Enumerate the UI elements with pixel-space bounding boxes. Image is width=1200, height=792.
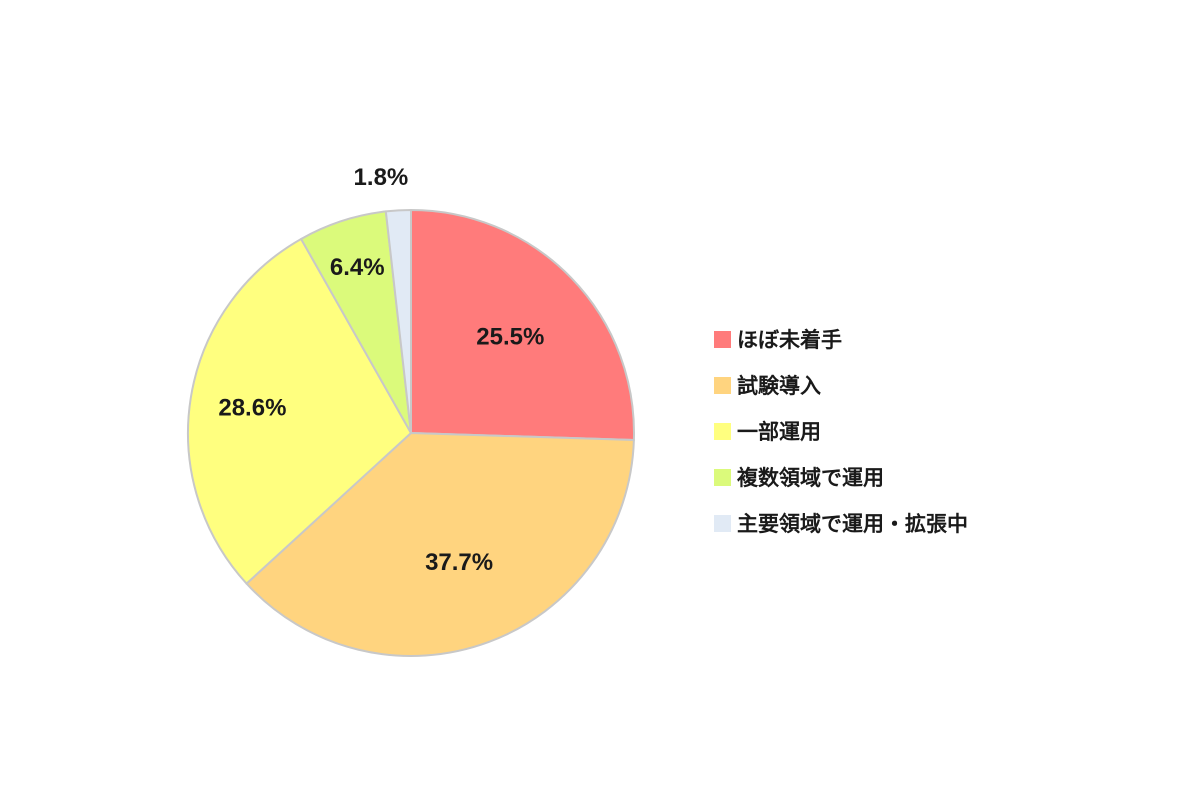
legend-label: 一部運用	[737, 420, 821, 444]
legend-swatch	[714, 468, 731, 486]
legend-label: 複数領域で運用	[737, 466, 884, 490]
legend-label: 試験導入	[737, 374, 821, 398]
legend-label: ほぼ未着手	[737, 328, 842, 352]
pie-value-labels: 25.5% 37.7% 28.6% 6.4% 1.8%	[218, 164, 544, 576]
pie-value-label: 6.4%	[330, 254, 385, 281]
legend-swatch	[714, 422, 731, 440]
chart-legend: ほぼ未着手 試験導入 一部運用 複数領域で運用 主要領域で運用・拡張中	[714, 316, 968, 546]
pie-value-label: 28.6%	[218, 394, 286, 421]
pie-slices	[187, 208, 635, 658]
pie-value-label: 25.5%	[476, 323, 544, 350]
legend-label: 主要領域で運用・拡張中	[737, 512, 968, 536]
legend-swatch	[714, 376, 731, 394]
legend-swatch	[714, 514, 731, 532]
legend-item: 試験導入	[714, 362, 968, 408]
pie-slice	[245, 432, 635, 658]
legend-item: 主要領域で運用・拡張中	[714, 500, 968, 546]
legend-item: 一部運用	[714, 408, 968, 454]
legend-item: ほぼ未着手	[714, 316, 968, 362]
legend-item: 複数領域で運用	[714, 454, 968, 500]
pie-slice	[410, 209, 635, 441]
pie-slice	[384, 208, 412, 434]
pie-slice	[187, 237, 412, 585]
legend-swatch	[714, 330, 731, 348]
pie-value-label: 37.7%	[425, 549, 493, 576]
pie-value-label: 1.8%	[354, 164, 409, 191]
